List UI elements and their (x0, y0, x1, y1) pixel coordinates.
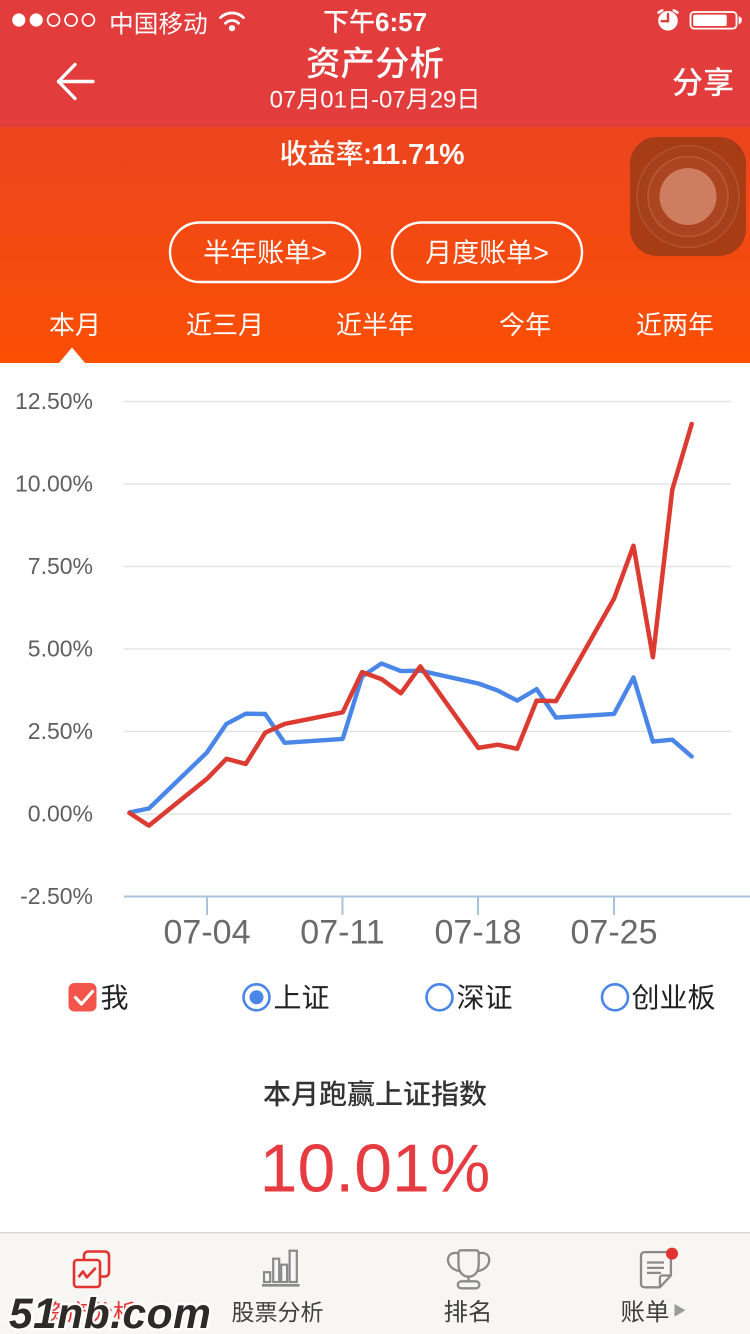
svg-text:07-11: 07-11 (300, 914, 384, 952)
svg-text:2.50%: 2.50% (28, 718, 93, 744)
svg-text:5.00%: 5.00% (28, 635, 93, 661)
svg-text::11.71%: :11.71% (364, 139, 465, 170)
svg-text:0.00%: 0.00% (28, 800, 93, 826)
svg-text:-2.50%: -2.50% (20, 883, 93, 909)
svg-text:01: 01 (320, 87, 347, 114)
svg-text:12.50%: 12.50% (15, 388, 93, 414)
svg-text:10.00%: 10.00% (15, 470, 93, 496)
svg-text:>: > (311, 238, 327, 268)
svg-text:>: > (533, 238, 549, 268)
svg-text:07: 07 (270, 87, 297, 114)
svg-text:07-25: 07-25 (571, 914, 658, 952)
svg-text:07-04: 07-04 (164, 914, 251, 952)
svg-text:-07: -07 (371, 87, 406, 114)
svg-text:29: 29 (430, 87, 457, 114)
svg-text:10.01%: 10.01% (260, 1131, 491, 1207)
svg-text:51nb.com: 51nb.com (9, 1291, 211, 1334)
svg-text:07-18: 07-18 (435, 914, 522, 952)
svg-text:6:57: 6:57 (375, 7, 427, 37)
svg-text:7.50%: 7.50% (28, 553, 93, 579)
